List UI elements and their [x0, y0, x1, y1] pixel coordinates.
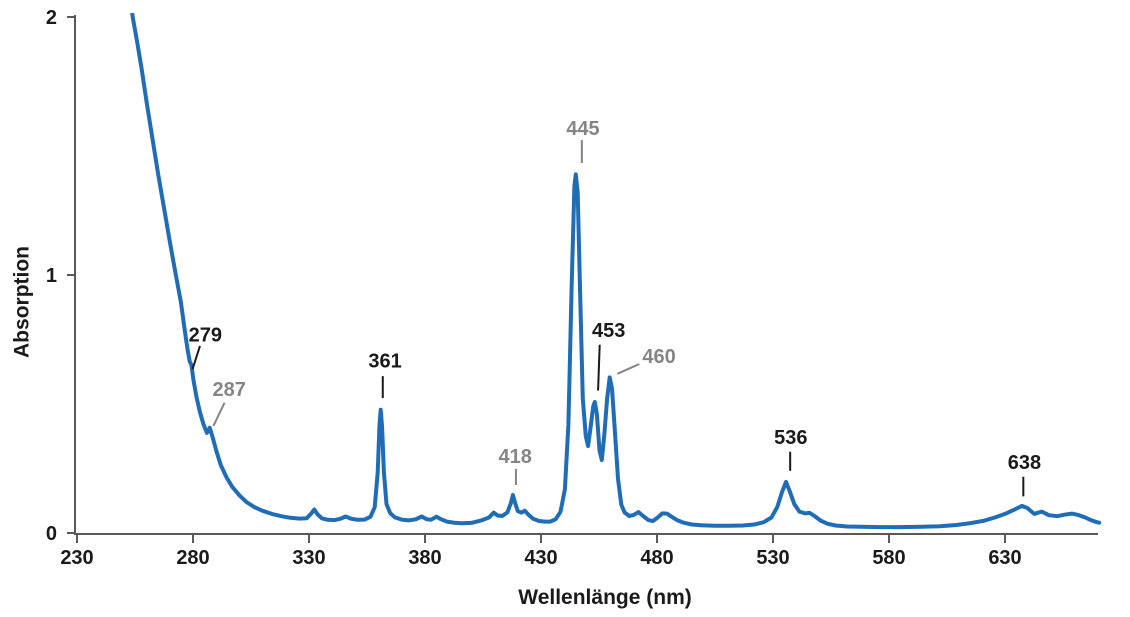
y-tick-label-2: 2	[46, 7, 57, 29]
y-tick-label-1: 1	[46, 265, 57, 287]
peak-label-460: 460	[642, 346, 675, 368]
peak-label-536: 536	[774, 427, 807, 449]
peak-label-361: 361	[368, 350, 401, 372]
peak-label-279: 279	[189, 325, 222, 347]
peak-label-453: 453	[592, 320, 625, 342]
peak-leader-287	[212, 402, 226, 427]
x-tick-label-430: 430	[524, 547, 557, 569]
peak-leader-279	[191, 345, 201, 370]
x-tick-label-630: 630	[988, 547, 1021, 569]
x-tick-label-530: 530	[756, 547, 789, 569]
x-tick-label-280: 280	[176, 547, 209, 569]
peak-leader-453	[597, 344, 601, 391]
x-tick-label-580: 580	[872, 547, 905, 569]
x-axis-title: Wellenlänge (nm)	[518, 586, 691, 609]
peak-leader-460	[616, 363, 640, 375]
peak-label-418: 418	[499, 446, 532, 468]
peak-label-287: 287	[213, 379, 246, 401]
spectrum-curve	[130, 13, 1101, 530]
x-tick-label-230: 230	[60, 547, 93, 569]
peak-label-638: 638	[1008, 452, 1041, 474]
x-tick-label-330: 330	[292, 547, 325, 569]
x-tick-label-380: 380	[408, 547, 441, 569]
y-tick-label-0: 0	[46, 523, 57, 545]
x-tick-label-480: 480	[640, 547, 673, 569]
peak-label-445: 445	[566, 118, 599, 140]
y-axis-title: Absorption	[11, 246, 34, 358]
